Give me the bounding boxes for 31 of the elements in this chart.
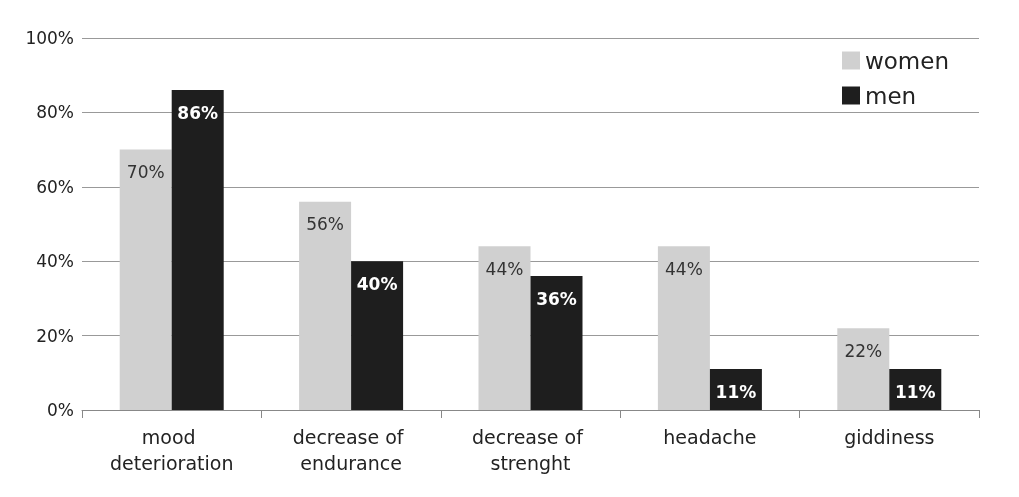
y-tick-label: 80% bbox=[36, 102, 74, 123]
bar bbox=[119, 149, 172, 410]
bar bbox=[530, 276, 583, 410]
bar bbox=[351, 261, 404, 410]
y-tick-label: 60% bbox=[36, 176, 74, 197]
data-label: 22% bbox=[844, 340, 883, 361]
data-label: 11% bbox=[715, 381, 757, 402]
x-tick-label: giddiness bbox=[844, 426, 935, 448]
x-tick-label: decrease of endurance bbox=[292, 426, 410, 474]
y-tick-label: 20% bbox=[36, 325, 74, 346]
bar bbox=[837, 328, 890, 410]
x-tick-label: mood deterioration bbox=[109, 426, 234, 474]
x-tick-label: decrease of strenght bbox=[472, 426, 589, 474]
legend-label: women bbox=[864, 47, 949, 74]
data-label: 44% bbox=[665, 258, 703, 279]
bar bbox=[299, 201, 352, 410]
data-label: 70% bbox=[126, 162, 165, 183]
bar bbox=[657, 246, 710, 410]
x-tick-label: headache bbox=[663, 426, 757, 448]
data-label: 44% bbox=[485, 258, 524, 279]
bar bbox=[171, 90, 224, 410]
data-label: 11% bbox=[894, 381, 936, 402]
bar bbox=[478, 246, 531, 410]
data-label: 86% bbox=[177, 102, 219, 123]
legend-label: men bbox=[864, 82, 917, 109]
data-label: 36% bbox=[536, 288, 577, 309]
data-label: 56% bbox=[306, 214, 344, 235]
y-tick-label: 40% bbox=[36, 251, 74, 272]
y-tick-label: 100% bbox=[25, 28, 74, 48]
y-tick-label: 0% bbox=[47, 400, 74, 420]
data-label: 40% bbox=[356, 273, 398, 294]
